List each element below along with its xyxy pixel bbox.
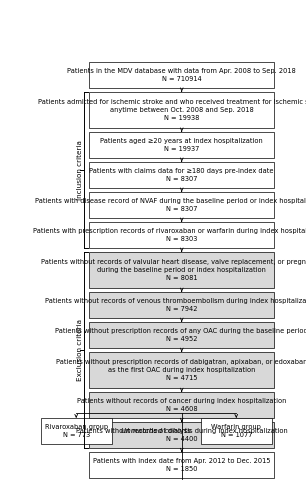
- FancyBboxPatch shape: [89, 352, 274, 389]
- Text: Warfarin group
N = 1077: Warfarin group N = 1077: [211, 424, 261, 438]
- FancyBboxPatch shape: [89, 392, 274, 418]
- FancyBboxPatch shape: [89, 162, 274, 188]
- Text: Patients without records of cancer during index hospitalization
N = 4608: Patients without records of cancer durin…: [77, 398, 286, 412]
- Text: Patients with disease record of NVAF during the baseline period or index hospita: Patients with disease record of NVAF dur…: [35, 198, 306, 212]
- FancyBboxPatch shape: [89, 452, 274, 478]
- Text: Inclusion criteria: Inclusion criteria: [77, 140, 83, 200]
- FancyBboxPatch shape: [89, 132, 274, 158]
- FancyBboxPatch shape: [41, 418, 112, 444]
- FancyBboxPatch shape: [201, 418, 272, 444]
- FancyBboxPatch shape: [89, 252, 274, 288]
- FancyBboxPatch shape: [89, 62, 274, 88]
- FancyBboxPatch shape: [89, 192, 274, 218]
- Text: Patients with claims data for ≥180 days pre-index date
N = 8307: Patients with claims data for ≥180 days …: [89, 168, 274, 182]
- Text: Patients without records of valvular heart disease, valve replacement, or pregna: Patients without records of valvular hea…: [41, 259, 306, 281]
- FancyBboxPatch shape: [89, 222, 274, 248]
- Text: Patients in the MDV database with data from Apr. 2008 to Sep. 2018
N = 710914: Patients in the MDV database with data f…: [67, 68, 296, 82]
- Text: Patients without records of dialysis during index hospitalization
N = 4400: Patients without records of dialysis dur…: [76, 428, 288, 442]
- Text: Exclusion criteria: Exclusion criteria: [77, 320, 83, 382]
- Text: Rivaroxaban group
N = 773: Rivaroxaban group N = 773: [45, 424, 108, 438]
- FancyBboxPatch shape: [89, 422, 274, 448]
- Text: Patients with index date from Apr. 2012 to Dec. 2015
N = 1850: Patients with index date from Apr. 2012 …: [93, 458, 271, 472]
- Text: Patients without prescription records of any OAC during the baseline period
N = : Patients without prescription records of…: [55, 328, 306, 342]
- Text: Patients without records of venous thromboembolism during index hospitalization
: Patients without records of venous throm…: [45, 298, 306, 312]
- Text: Patients aged ≥20 years at index hospitalization
N = 19937: Patients aged ≥20 years at index hospita…: [100, 138, 263, 152]
- FancyBboxPatch shape: [89, 292, 274, 318]
- Text: Patients admitted for ischemic stroke and who received treatment for ischemic st: Patients admitted for ischemic stroke an…: [38, 99, 306, 121]
- Text: Patients without prescription records of dabigatran, apixaban, or edoxaban
as th: Patients without prescription records of…: [56, 360, 306, 382]
- Text: Unmatched cohorts: Unmatched cohorts: [121, 428, 191, 434]
- FancyBboxPatch shape: [89, 92, 274, 128]
- Text: Patients with prescription records of rivaroxaban or warfarin during index hospi: Patients with prescription records of ri…: [33, 228, 306, 242]
- FancyBboxPatch shape: [89, 322, 274, 348]
